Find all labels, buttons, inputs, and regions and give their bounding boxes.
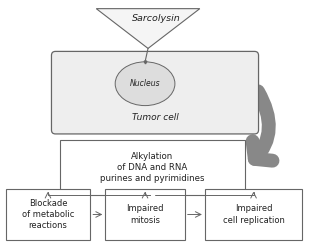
FancyBboxPatch shape <box>205 189 302 240</box>
FancyBboxPatch shape <box>61 140 245 195</box>
Text: Alkylation
of DNA and RNA
purines and pyrimidines: Alkylation of DNA and RNA purines and py… <box>100 152 205 183</box>
FancyBboxPatch shape <box>105 189 185 240</box>
FancyBboxPatch shape <box>6 189 90 240</box>
Text: Impaired
mitosis: Impaired mitosis <box>126 204 164 225</box>
Text: Sarcolysin: Sarcolysin <box>132 14 180 23</box>
FancyBboxPatch shape <box>51 51 259 134</box>
Text: Nucleus: Nucleus <box>130 79 160 88</box>
Text: Tumor cell: Tumor cell <box>132 113 178 122</box>
Text: Impaired
cell replication: Impaired cell replication <box>223 204 285 225</box>
FancyArrowPatch shape <box>253 91 272 161</box>
Text: Blockade
of metabolic
reactions: Blockade of metabolic reactions <box>22 199 74 230</box>
Polygon shape <box>96 9 200 48</box>
Ellipse shape <box>115 62 175 106</box>
